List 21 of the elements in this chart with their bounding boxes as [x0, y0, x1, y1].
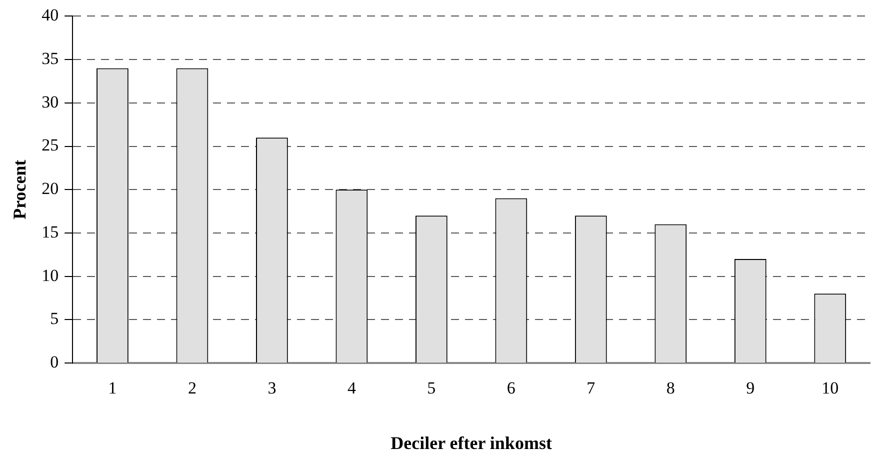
y-axis-title: Procent [9, 160, 30, 220]
y-tick-label: 25 [42, 136, 59, 155]
y-tick-label: 20 [42, 179, 59, 198]
x-axis-title: Deciler efter inkomst [390, 432, 552, 453]
x-tick-label: 9 [746, 378, 755, 398]
y-tick-label: 0 [50, 352, 59, 372]
x-tick-label: 2 [188, 378, 196, 398]
x-tick-label: 5 [427, 378, 436, 398]
y-tick-label: 5 [50, 309, 59, 328]
x-tick-label: 7 [586, 378, 596, 398]
x-tick-label: 8 [666, 378, 675, 398]
y-tick-label: 10 [42, 266, 59, 285]
y-tick-label: 35 [42, 49, 59, 68]
x-tick-label: 6 [506, 378, 516, 398]
y-tick-label: 15 [42, 222, 59, 242]
x-tick-label: 3 [268, 378, 276, 398]
x-tick-label: 4 [347, 378, 356, 398]
y-tick-label: 30 [42, 92, 59, 112]
x-tick-label: 1 [108, 378, 117, 398]
y-tick-label: 40 [42, 6, 59, 25]
x-tick-label: 10 [822, 378, 839, 398]
